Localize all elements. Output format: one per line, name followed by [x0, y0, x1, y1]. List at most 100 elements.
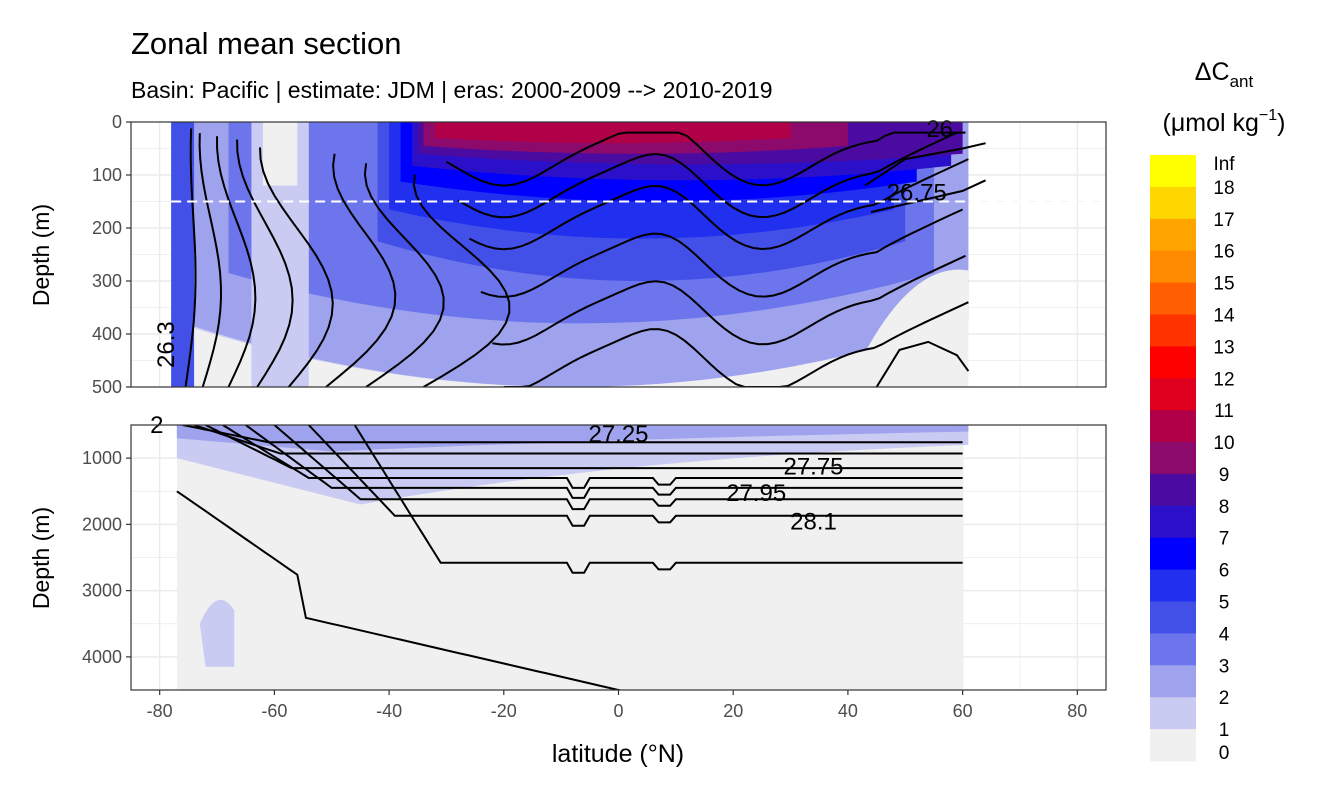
x-tick-label: 80	[1067, 701, 1087, 721]
legend-color-swatch	[1150, 569, 1196, 603]
y-tick-label: 3000	[82, 581, 122, 601]
x-tick-label: -20	[491, 701, 517, 721]
upper-filled-contours	[171, 122, 969, 387]
isopycnal-line	[864, 142, 986, 187]
legend-break-label: 17	[1213, 210, 1234, 231]
y-tick-label: 500	[92, 377, 122, 397]
legend-break-label: 15	[1213, 274, 1234, 295]
chart-title: Zonal mean section	[131, 26, 402, 61]
legend-color-swatch	[1150, 505, 1196, 539]
isopycnal-line	[457, 131, 966, 219]
fill-band	[199, 599, 235, 667]
y-tick-label: 4000	[82, 647, 122, 667]
legend-break-label: 9	[1219, 465, 1230, 486]
y-tick-label: 0	[112, 112, 122, 132]
contour-label: 27.75	[783, 454, 843, 481]
legend-title: ΔCant	[1195, 58, 1254, 91]
upper-y-axis: 0 100 200 300 400 500	[92, 112, 131, 397]
isopycnal-line	[492, 254, 966, 346]
legend-color-swatch	[1150, 346, 1196, 379]
isopycnal-line	[176, 490, 624, 690]
y-tick-label: 2000	[82, 514, 122, 534]
isopycnal-line	[445, 131, 963, 187]
isopycnal-line	[353, 425, 963, 574]
legend-color-swatch	[1150, 282, 1196, 315]
isopycnal-line	[222, 425, 963, 489]
x-tick-label: -40	[376, 701, 402, 721]
upper-y-axis-label: Depth (m)	[28, 204, 54, 306]
contour-label: 28.1	[790, 509, 837, 536]
isopycnal-line	[193, 425, 963, 455]
isopycnal-line	[468, 158, 969, 251]
x-tick-label: 20	[723, 701, 743, 721]
legend-break-label: Inf	[1213, 154, 1235, 175]
x-tick-label: 0	[613, 701, 623, 721]
chart-subtitle: Basin: Pacific | estimate: JDM | eras: 2…	[131, 77, 773, 103]
legend-break-label: 8	[1219, 497, 1230, 518]
isopycnal-line	[182, 425, 963, 444]
legend-break-label: 11	[1214, 401, 1234, 422]
isopycnal-line	[198, 133, 223, 387]
legend-colorbar	[1150, 155, 1196, 762]
isopycnal-line	[259, 147, 334, 387]
legend-break-label: 1	[1219, 720, 1230, 741]
isopycnal-line	[480, 208, 964, 298]
upper-isopycnal-lines	[184, 128, 987, 387]
legend-color-swatch	[1150, 537, 1196, 571]
legend-color-swatch	[1150, 186, 1196, 220]
x-axis-label: latitude (°N)	[552, 740, 684, 768]
isopycnal-line	[325, 153, 397, 387]
legend-color-swatch	[1150, 378, 1196, 411]
lower-isopycnal-lines	[176, 425, 963, 690]
isopycnal-line	[308, 425, 963, 527]
legend-color-swatch	[1150, 473, 1196, 507]
isopycnal-line	[236, 139, 294, 387]
x-tick-label: 40	[838, 701, 858, 721]
x-tick-label: -80	[147, 701, 173, 721]
y-tick-label: 100	[92, 165, 122, 185]
fill-band	[171, 122, 195, 387]
legend-break-label: 2	[1219, 688, 1230, 709]
contour-label: 26	[926, 116, 953, 143]
contour-label: 26.3	[153, 321, 180, 368]
x-tick-label: 60	[953, 701, 973, 721]
contour-label: 26.75	[887, 179, 947, 206]
isopycnal-line	[216, 136, 257, 387]
legend-break-label: 18	[1213, 178, 1234, 199]
lower-filled-contours	[176, 425, 969, 690]
fill-band	[434, 122, 791, 144]
legend-color-swatch	[1150, 601, 1196, 634]
legend-color-swatch	[1150, 442, 1196, 475]
x-tick-label: -60	[261, 701, 287, 721]
legend-break-label: 5	[1219, 593, 1230, 614]
fill-band	[847, 269, 969, 387]
legend-color-swatch	[1150, 218, 1196, 252]
legend-color-swatch	[1150, 314, 1196, 347]
y-tick-label: 200	[92, 218, 122, 238]
y-tick-label: 1000	[82, 448, 122, 468]
upper-panel: 26 26.75 26.3 0 100 200 300 400 500 Depth (m)	[28, 112, 1107, 397]
legend-color-swatch	[1150, 633, 1196, 666]
isopycnal-line	[273, 425, 963, 511]
isopycnal-line	[503, 301, 969, 387]
legend-break-label: 6	[1219, 561, 1230, 582]
isopycnal-line	[363, 163, 445, 387]
legend-break-label: 4	[1219, 624, 1230, 645]
legend-color-swatch	[1150, 665, 1196, 698]
legend-break-label: 7	[1219, 529, 1230, 550]
fill-band	[176, 425, 969, 452]
lower-y-axis: 1000 2000 3000 4000	[82, 448, 131, 667]
legend-break-label: 16	[1213, 242, 1234, 263]
isopycnal-line	[412, 174, 511, 387]
isopycnal-line	[184, 128, 197, 387]
legend-color-swatch	[1150, 729, 1196, 762]
legend-color-swatch	[1150, 250, 1196, 284]
legend-break-label: 10	[1213, 433, 1234, 454]
upper-panel-border	[130, 121, 1107, 388]
y-tick-label: 400	[92, 324, 122, 344]
legend-color-swatch	[1150, 155, 1196, 188]
legend-break-label: 0	[1219, 743, 1230, 764]
